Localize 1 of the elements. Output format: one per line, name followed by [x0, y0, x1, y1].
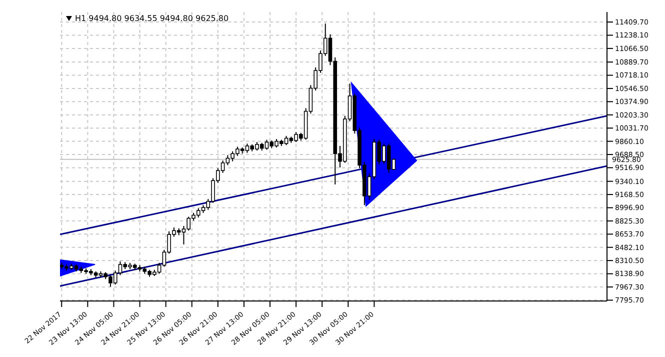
chart-title: H1 9494.80 9634.55 9494.80 9625.80 [75, 14, 229, 23]
